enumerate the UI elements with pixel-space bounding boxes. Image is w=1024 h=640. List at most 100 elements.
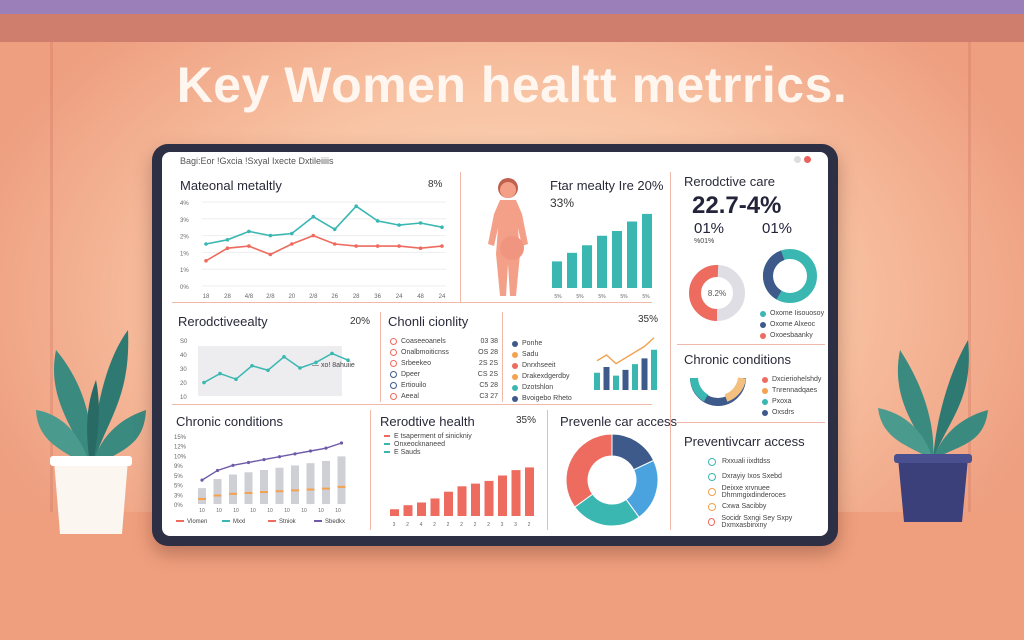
y-tick-label: 0% bbox=[180, 285, 189, 291]
data-point bbox=[268, 252, 273, 257]
row-label-cell: Onalbmoiticnss bbox=[390, 349, 449, 356]
bar bbox=[306, 463, 315, 504]
bar-marker bbox=[213, 494, 222, 497]
legend-label: Dnrxhseeit bbox=[522, 362, 556, 369]
legend-item: Bvoigebo Rheto bbox=[512, 393, 572, 404]
list-item-label: Rxxuali iixdtdss bbox=[722, 458, 771, 465]
legend-label: Oxome Alxeoc bbox=[770, 321, 816, 328]
divider bbox=[172, 302, 652, 303]
chronic-side-legend: Dxcieriohelshdy Tnrennadqaes Pxoxa Oxsdrs bbox=[762, 374, 821, 418]
bar bbox=[260, 470, 268, 504]
chronic-bar-chart: 15% 12% 10% 9% 5% 5% 3% 0% 10 10 10 10 10 10 10 10 10 Vlo… bbox=[174, 435, 346, 525]
dashboard-tablet: Bagi:Eor !Gxcia !Sxyal Ixecte Dxtileiiii… bbox=[152, 144, 838, 546]
bar bbox=[244, 472, 253, 504]
repro-care-sub-right: 01% bbox=[762, 220, 793, 237]
legend-item: Dnrxhseeit bbox=[512, 360, 572, 371]
row-label-cell: Dpeer bbox=[390, 371, 420, 378]
prev-donut-chart bbox=[565, 433, 659, 527]
wall-divider bbox=[50, 42, 53, 512]
data-point bbox=[440, 244, 444, 248]
legend-swatch bbox=[384, 443, 390, 445]
divider bbox=[502, 312, 503, 402]
bar bbox=[613, 375, 619, 390]
data-point bbox=[375, 219, 380, 223]
row-value: OS 28 bbox=[478, 349, 498, 356]
bar bbox=[594, 372, 600, 390]
list-item: Deixxe xrvnuee Dhrnmgixdinderoces bbox=[708, 484, 828, 499]
row-label-text: Aeeal bbox=[401, 393, 419, 400]
data-point bbox=[225, 238, 230, 242]
list-item-label: Dxrayiy Ixos Sxebd bbox=[722, 473, 782, 480]
data-point bbox=[250, 363, 254, 368]
data-point bbox=[247, 244, 251, 248]
check-circle-icon bbox=[708, 502, 716, 511]
list-item-label: Socidr Sxngi Sey Sxpy Dxmxasbinxny bbox=[721, 514, 793, 529]
x-tick-label: 3 bbox=[514, 522, 517, 528]
legend-item: Oxsdrs bbox=[762, 407, 821, 418]
x-tick-label: 2 bbox=[460, 522, 463, 528]
row-label-text: Ertiouilo bbox=[401, 382, 427, 389]
data-point bbox=[215, 468, 220, 473]
legend-label: Onxeocknaneed bbox=[394, 440, 445, 448]
data-point bbox=[311, 233, 316, 238]
x-tick-label: 2/8 bbox=[266, 294, 275, 300]
bar bbox=[603, 367, 610, 390]
y-tick-label: 4% bbox=[180, 201, 189, 207]
x-tick-label: 10 bbox=[284, 508, 290, 514]
y-tick-label: 10 bbox=[180, 395, 187, 400]
data-point bbox=[324, 446, 328, 450]
x-tick-label: 3 bbox=[501, 522, 504, 528]
x-tick-label: 36 bbox=[374, 294, 381, 300]
data-point bbox=[311, 214, 316, 219]
chronic-side-arc bbox=[690, 377, 746, 406]
x-tick-label: 2 bbox=[433, 522, 436, 528]
window-dot[interactable] bbox=[794, 156, 801, 163]
x-tick-label: 2/8 bbox=[309, 294, 318, 300]
bar-marker bbox=[244, 491, 253, 494]
data-point bbox=[246, 460, 251, 465]
bar bbox=[213, 479, 222, 504]
bar bbox=[291, 465, 299, 504]
legend-label: Tnrennadqaes bbox=[772, 387, 818, 394]
legend-swatch bbox=[512, 395, 518, 402]
bar bbox=[430, 498, 440, 516]
y-tick-label: 3% bbox=[180, 218, 189, 224]
legend-item: E tsaperment of sinickniy bbox=[384, 432, 472, 440]
table-row: Coaseeoanels 03 38 bbox=[390, 336, 498, 347]
repro-care-donut-label: 8.2% bbox=[708, 289, 726, 298]
legend-label: Pxoxa bbox=[772, 398, 792, 405]
row-label-text: Onalbmoiticnss bbox=[401, 349, 449, 356]
data-point bbox=[418, 246, 423, 250]
table-row: Onalbmoiticnss OS 28 bbox=[390, 347, 498, 358]
y-tick-label: 20 bbox=[180, 381, 187, 387]
table-row: Dpeer CS 2S bbox=[390, 369, 498, 380]
list-item-label: Deixxe xrvnuee Dhrnmgixdinderoces bbox=[721, 484, 786, 499]
plot-area bbox=[198, 346, 342, 396]
repro-care-big-value: 22.7-4% bbox=[692, 192, 782, 219]
bar bbox=[498, 475, 507, 516]
window-close-dot[interactable] bbox=[804, 156, 811, 163]
data-point bbox=[290, 231, 294, 236]
repro-health-bar-chart: 3 2 4 2 2 2 2 2 3 3 2 bbox=[390, 467, 534, 528]
potted-plant-left bbox=[36, 310, 146, 540]
mini-mix-legend: Ponhe Sadu Dnrxhseeit Drakexdgerdby Dzotshlo… bbox=[512, 338, 572, 404]
ceiling-trim bbox=[0, 0, 1024, 14]
x-tick-label: 26 bbox=[331, 294, 338, 300]
list-item: Dxrayiy Ixos Sxebd bbox=[708, 469, 828, 484]
row-label-cell: Coaseeoanels bbox=[390, 338, 446, 345]
data-point bbox=[225, 246, 230, 250]
mini-mix-chart bbox=[594, 337, 657, 390]
data-point bbox=[204, 242, 208, 246]
data-point bbox=[204, 259, 208, 263]
figure-title: Ftar mealty Ire 20% bbox=[550, 178, 664, 193]
bar bbox=[511, 470, 521, 516]
legend-label: Dxcieriohelshdy bbox=[772, 376, 822, 383]
legend-item: Pxoxa bbox=[762, 396, 821, 407]
repro-care-donut-left: 8.2% bbox=[689, 265, 745, 321]
bar bbox=[198, 488, 206, 504]
bar bbox=[525, 467, 534, 516]
bar bbox=[641, 358, 648, 390]
bar bbox=[632, 364, 638, 390]
data-point bbox=[282, 355, 286, 359]
data-point bbox=[218, 371, 222, 376]
